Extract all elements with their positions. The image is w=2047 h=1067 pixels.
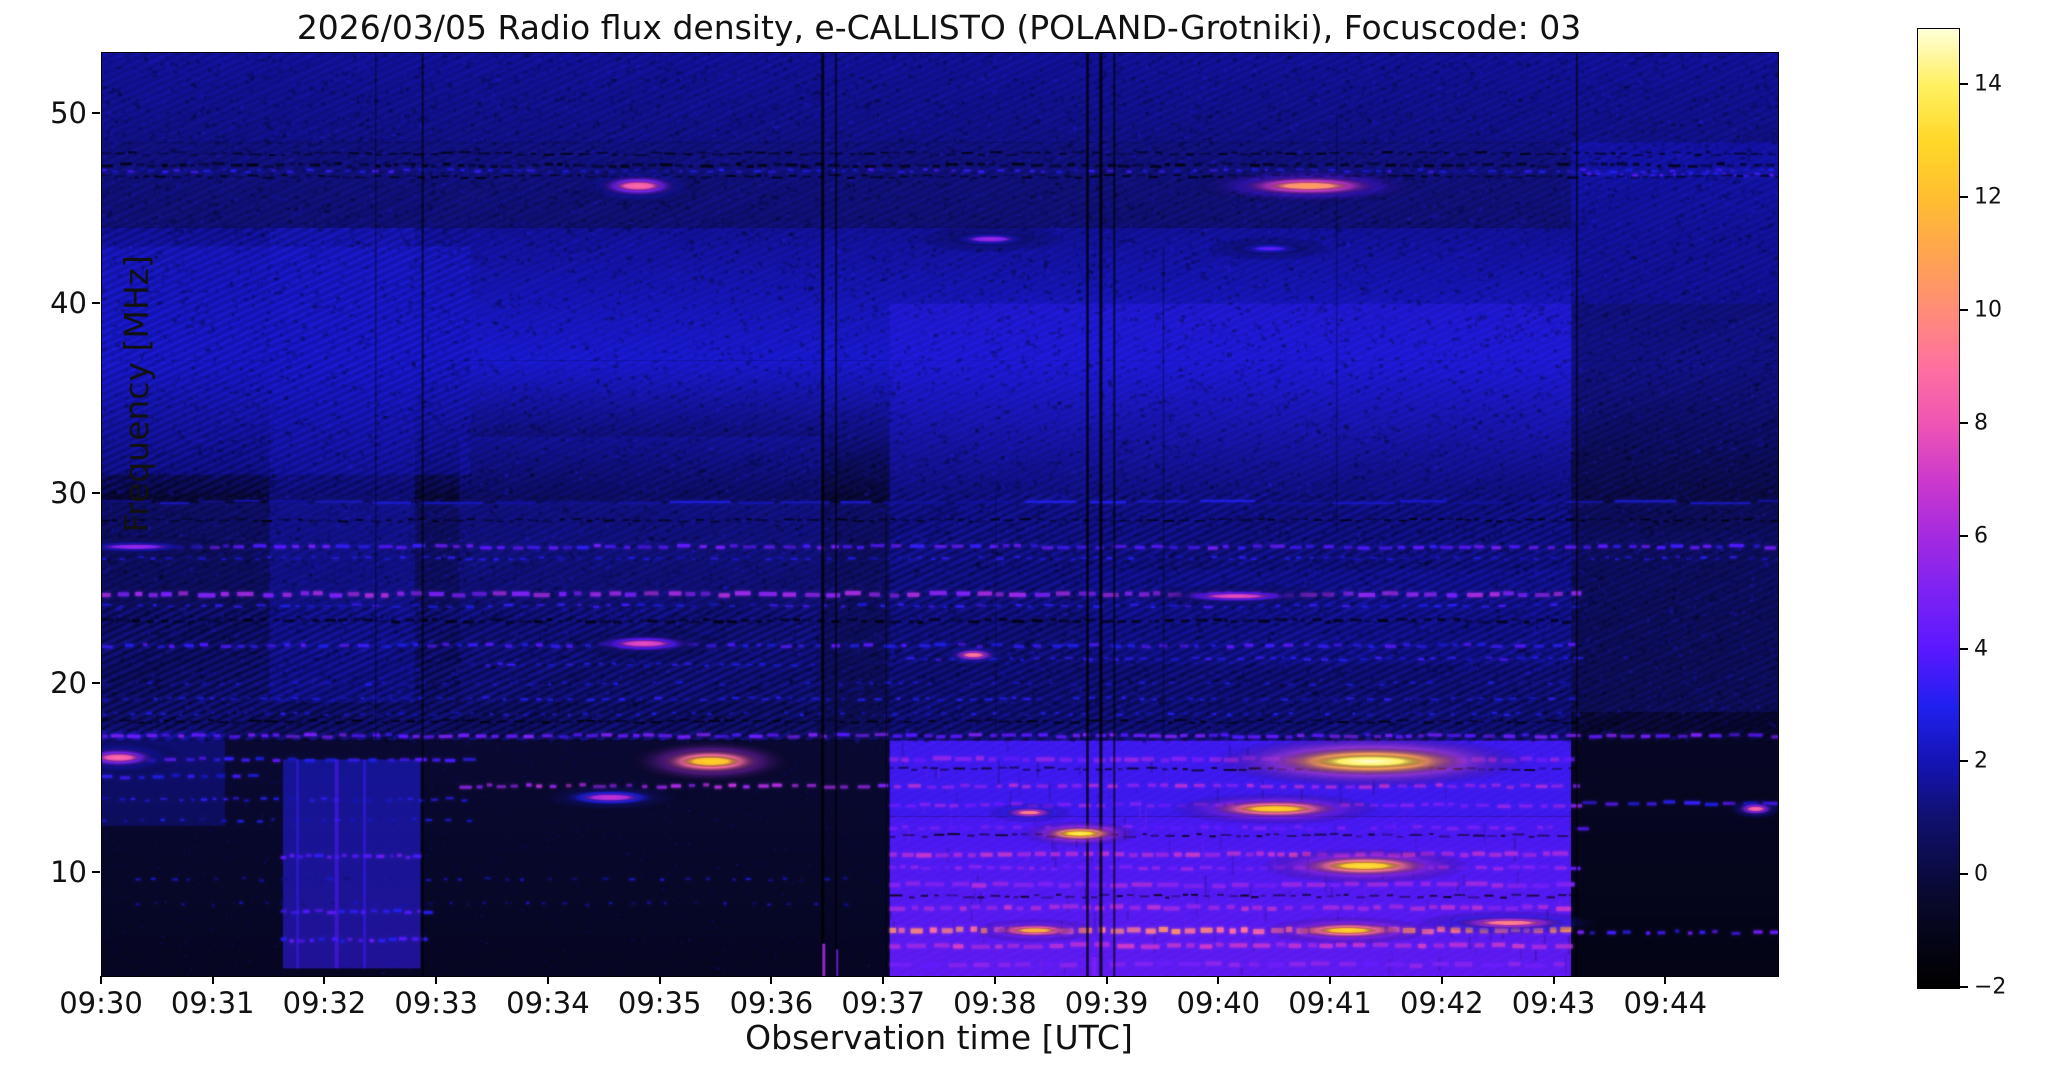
chart-title: 2026/03/05 Radio flux density, e-CALLIST… — [296, 8, 1582, 47]
x-tick-label: 09:44 — [1623, 986, 1708, 1020]
y-tick-label: 40 — [50, 285, 87, 320]
x-tick-label: 09:38 — [953, 986, 1037, 1020]
colorbar-tick-label: 8 — [1974, 410, 1988, 436]
y-tick-mark — [92, 681, 100, 684]
colorbar-tick-mark — [1960, 647, 1968, 650]
colorbar-tick-mark — [1960, 309, 1968, 312]
x-tick-label: 09:37 — [841, 986, 925, 1020]
x-tick-mark — [323, 976, 326, 984]
y-tick-mark — [92, 301, 100, 304]
colorbar-tick-label: −2 — [1974, 974, 2007, 1000]
y-tick-label: 20 — [50, 665, 87, 700]
spectrogram-heatmap — [102, 53, 1778, 976]
y-tick-mark — [92, 111, 100, 114]
x-tick-mark — [1552, 976, 1555, 984]
x-tick-label: 09:42 — [1400, 986, 1484, 1020]
colorbar — [1917, 28, 1960, 989]
x-axis-label: Observation time [UTC] — [745, 1018, 1133, 1057]
x-tick-mark — [100, 976, 102, 984]
colorbar-tick-label: 4 — [1974, 636, 1988, 662]
plot-area — [101, 52, 1779, 977]
x-tick-label: 09:39 — [1064, 986, 1149, 1020]
colorbar-tick-label: 0 — [1974, 861, 1988, 887]
colorbar-tick-mark — [1960, 83, 1968, 86]
x-tick-mark — [211, 976, 214, 984]
colorbar-tick-mark — [1960, 760, 1968, 763]
colorbar-tick-label: 6 — [1974, 523, 1988, 549]
x-tick-label: 09:34 — [506, 986, 590, 1020]
x-tick-mark — [1105, 976, 1108, 984]
y-tick-mark — [92, 871, 100, 874]
x-tick-mark — [993, 976, 996, 984]
x-tick-label: 09:33 — [394, 986, 478, 1020]
x-tick-mark — [546, 976, 549, 984]
x-tick-mark — [882, 976, 885, 984]
x-tick-label: 09:40 — [1176, 986, 1261, 1020]
x-tick-label: 09:35 — [617, 986, 702, 1020]
colorbar-tick-mark — [1960, 986, 1968, 988]
x-tick-mark — [435, 976, 438, 984]
colorbar-tick-mark — [1960, 873, 1968, 876]
colorbar-tick-label: 10 — [1974, 297, 2002, 323]
x-tick-mark — [770, 976, 773, 984]
y-tick-label: 10 — [50, 855, 87, 890]
x-tick-mark — [1329, 976, 1332, 984]
colorbar-tick-label: 14 — [1974, 71, 2002, 97]
colorbar-tick-label: 2 — [1974, 748, 1988, 774]
y-axis-label: Frequency [MHz] — [117, 255, 157, 533]
x-tick-label: 09:36 — [729, 986, 814, 1020]
x-tick-label: 09:30 — [59, 986, 143, 1020]
x-tick-mark — [658, 976, 661, 984]
colorbar-tick-mark — [1960, 534, 1968, 537]
y-tick-mark — [92, 491, 100, 494]
colorbar-tick-mark — [1960, 421, 1968, 424]
x-tick-label: 09:41 — [1288, 986, 1372, 1020]
x-tick-label: 09:32 — [282, 986, 367, 1020]
x-tick-label: 09:43 — [1511, 986, 1596, 1020]
x-tick-label: 09:31 — [170, 986, 255, 1020]
x-tick-mark — [1664, 976, 1667, 984]
x-tick-mark — [1440, 976, 1443, 984]
y-tick-label: 50 — [50, 95, 87, 130]
y-tick-label: 30 — [50, 475, 87, 510]
colorbar-tick-mark — [1960, 196, 1968, 199]
x-tick-mark — [1217, 976, 1220, 984]
colorbar-tick-label: 12 — [1974, 184, 2002, 210]
